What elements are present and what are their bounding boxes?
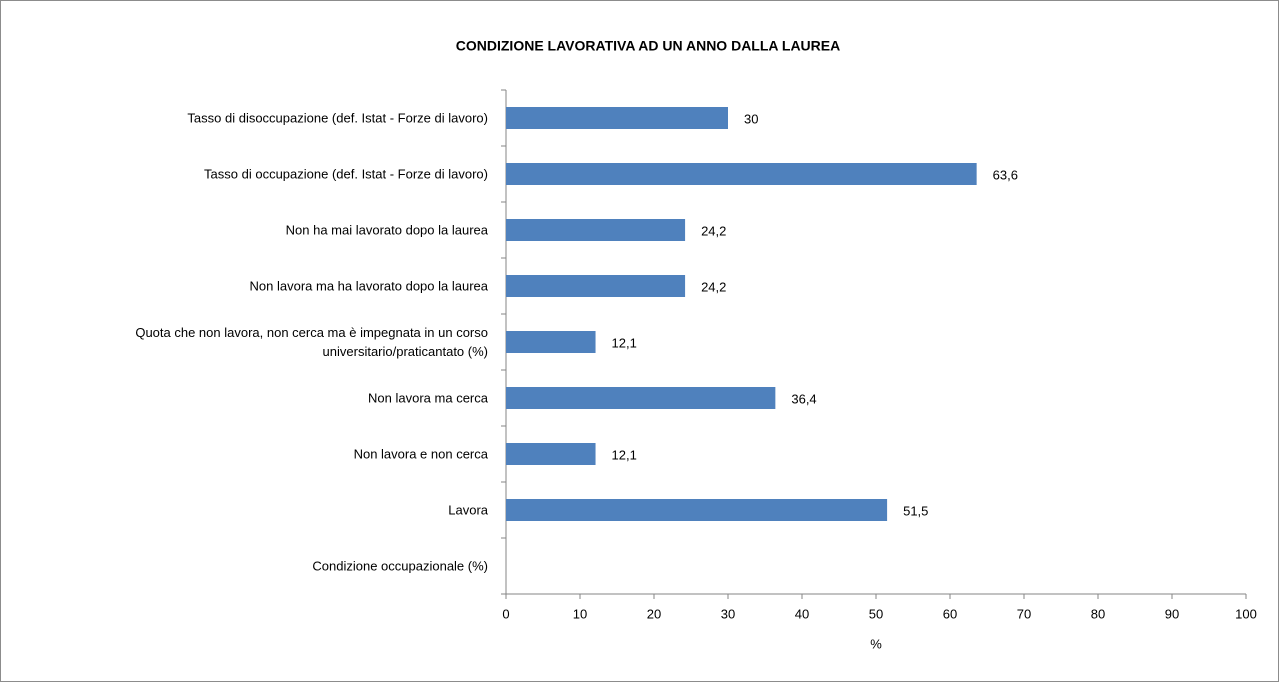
- y-tick-label: Tasso di occupazione (def. Istat - Forze…: [204, 166, 488, 182]
- bar: [506, 331, 596, 353]
- x-tick-label: 70: [1017, 606, 1031, 621]
- bar: [506, 107, 728, 129]
- x-axis-title: %: [870, 636, 882, 651]
- bar: [506, 275, 686, 297]
- x-tick-label: 20: [647, 606, 661, 621]
- value-label: 24,2: [701, 279, 726, 294]
- value-label: 30: [744, 111, 758, 126]
- x-tick-label: 50: [869, 606, 883, 621]
- y-tick-label: Non ha mai lavorato dopo la laurea: [285, 222, 488, 238]
- value-label: 12,1: [612, 447, 637, 462]
- y-tick-label: Non lavora ma cerca: [368, 390, 488, 406]
- y-tick-label: Condizione occupazionale (%): [312, 558, 488, 574]
- y-tick-label: Tasso di disoccupazione (def. Istat - Fo…: [187, 110, 488, 126]
- value-label: 51,5: [903, 503, 928, 518]
- bar: [506, 443, 596, 465]
- x-tick-label: 40: [795, 606, 809, 621]
- x-tick-label: 30: [721, 606, 735, 621]
- y-tick-label: Non lavora ma ha lavorato dopo la laurea: [249, 278, 488, 294]
- x-tick-label: 100: [1235, 606, 1257, 621]
- value-label: 36,4: [791, 391, 816, 406]
- x-tick-label: 80: [1091, 606, 1105, 621]
- bar: [506, 387, 776, 409]
- x-tick-label: 90: [1165, 606, 1179, 621]
- x-tick-label: 60: [943, 606, 957, 621]
- bar: [506, 499, 888, 521]
- y-tick-label: Lavora: [448, 502, 488, 518]
- y-tick-label: Quota che non lavora, non cerca ma è imp…: [135, 325, 488, 359]
- x-tick-label: 10: [573, 606, 587, 621]
- value-label: 24,2: [701, 223, 726, 238]
- value-label: 63,6: [993, 167, 1018, 182]
- y-tick-label: Non lavora e non cerca: [353, 446, 488, 462]
- chart-title: CONDIZIONE LAVORATIVA AD UN ANNO DALLA L…: [456, 38, 840, 54]
- value-label: 12,1: [612, 335, 637, 350]
- bar: [506, 219, 686, 241]
- bar: [506, 163, 977, 185]
- x-tick-label: 0: [502, 606, 509, 621]
